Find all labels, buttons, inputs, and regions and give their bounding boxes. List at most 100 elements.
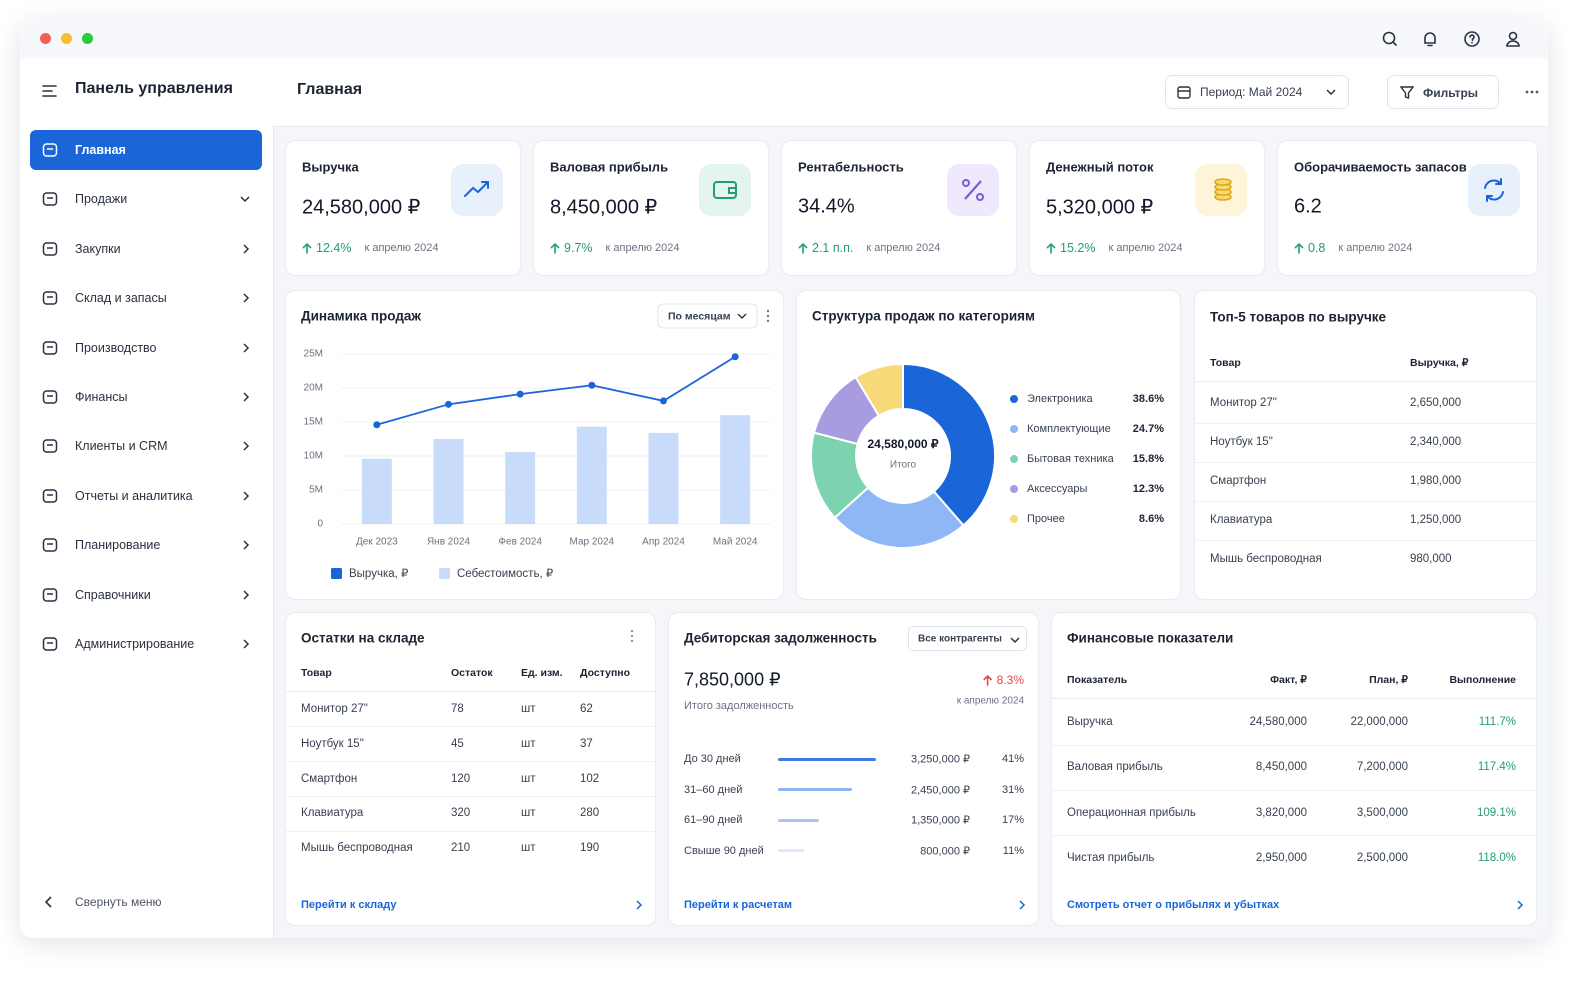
dropdown-chevron bbox=[737, 313, 747, 319]
window-close[interactable] bbox=[40, 33, 51, 44]
menu-icon bbox=[42, 390, 58, 404]
menu-item[interactable]: Производство bbox=[30, 328, 262, 368]
kpi-change: 2.1 п.п. bbox=[812, 241, 854, 255]
trend-up-icon-part bbox=[302, 242, 312, 254]
finance-card: Финансовые показатели Показатель Факт, ₽ Пл… bbox=[1051, 612, 1537, 926]
menu-item[interactable]: Планирование bbox=[30, 525, 262, 565]
more-dot bbox=[766, 309, 770, 313]
filters-button[interactable]: Фильтры bbox=[1387, 75, 1499, 109]
menu-chevron bbox=[240, 196, 250, 203]
menu-icon bbox=[42, 489, 58, 503]
collapse-icon[interactable] bbox=[44, 896, 54, 908]
menu-item[interactable]: Справочники bbox=[30, 575, 262, 615]
menu-item[interactable]: Отчеты и аналитика bbox=[30, 476, 262, 516]
bar bbox=[361, 458, 392, 524]
table-divider bbox=[1195, 381, 1536, 382]
bucket-bar bbox=[778, 818, 819, 822]
bell-icon[interactable] bbox=[1424, 32, 1436, 47]
table-cell: Операционная прибыль bbox=[1067, 806, 1196, 819]
table-cell: 320 bbox=[451, 807, 471, 820]
bar bbox=[505, 451, 536, 524]
stock-card: Остатки на складе Товар Остаток Ед. изм. Дос… bbox=[285, 612, 656, 926]
trend-up-icon bbox=[1046, 242, 1056, 254]
menu-chevron bbox=[243, 244, 250, 254]
menu-item[interactable]: Закупки bbox=[30, 229, 262, 269]
card-link[interactable]: Перейти к складу bbox=[301, 899, 397, 911]
card-link[interactable]: Перейти к расчетам bbox=[684, 899, 793, 911]
collapse-menu[interactable]: Свернуть меню bbox=[75, 895, 162, 909]
dropdown-chevron bbox=[1010, 637, 1020, 644]
y-tick-label: 10M bbox=[304, 451, 323, 462]
kpi-label: Валовая прибыль bbox=[550, 159, 669, 175]
window-minimize[interactable] bbox=[61, 33, 72, 44]
y-tick-label: 5M bbox=[309, 485, 323, 496]
kpi-compare: к апрелю 2024 bbox=[364, 242, 439, 254]
y-tick-label: 15M bbox=[304, 417, 323, 428]
window-maximize[interactable] bbox=[82, 33, 93, 44]
table-header: Выполнение bbox=[1449, 674, 1516, 686]
card-title: Остатки на складе bbox=[301, 630, 425, 646]
menu-item[interactable]: Финансы bbox=[30, 377, 262, 417]
counterparty-select[interactable]: Все контрагенты bbox=[908, 626, 1027, 651]
search-icon[interactable] bbox=[1382, 31, 1396, 45]
table-cell: Смартфон bbox=[301, 772, 358, 785]
trend-up-icon bbox=[798, 242, 808, 254]
bucket-share: 17% bbox=[1001, 814, 1024, 826]
receivables-compare: к апрелю 2024 bbox=[956, 695, 1024, 707]
menu-item[interactable]: Главная bbox=[30, 130, 262, 170]
menu-chevron bbox=[243, 441, 250, 451]
bucket-amount: 2,450,000 ₽ bbox=[911, 784, 970, 796]
bucket-share: 31% bbox=[1001, 783, 1024, 796]
bucket-share: 41% bbox=[1001, 753, 1024, 765]
menu-item[interactable]: Продажи bbox=[30, 179, 262, 219]
y-tick-label: 20M bbox=[304, 383, 323, 394]
table-header: Товар bbox=[1210, 357, 1241, 369]
menu-chevron-part bbox=[243, 343, 250, 353]
menu-item[interactable]: Склад и запасы bbox=[30, 278, 262, 318]
menu-item[interactable]: Клиенты и CRM bbox=[30, 426, 262, 466]
trend-up-icon bbox=[1294, 242, 1304, 254]
row-divider bbox=[286, 726, 655, 728]
page-title: Главная bbox=[297, 81, 363, 98]
help-icon[interactable] bbox=[1464, 31, 1480, 47]
filter-icon bbox=[1400, 86, 1414, 99]
period-select[interactable] bbox=[657, 303, 758, 329]
link-chevron-part bbox=[636, 900, 643, 910]
table-cell: 45 bbox=[451, 737, 464, 750]
more-menu[interactable] bbox=[1525, 89, 1541, 95]
trend-up-icon-part bbox=[550, 242, 560, 254]
kpi-label: Рентабельность bbox=[798, 159, 904, 175]
table-cell: 22,000,000 bbox=[1350, 716, 1408, 728]
receivables-card: Дебиторская задолженность Все контрагенты… bbox=[668, 612, 1039, 926]
trend-up-icon bbox=[983, 674, 992, 686]
link-chevron bbox=[1019, 900, 1026, 910]
table-header: Ед. изм. bbox=[521, 667, 563, 679]
bucket-share: 11% bbox=[1002, 844, 1024, 857]
kpi-icon bbox=[699, 164, 751, 216]
calendar-frame bbox=[1177, 86, 1191, 99]
table-cell: Выручка bbox=[1067, 716, 1113, 728]
menu-chevron-part bbox=[240, 196, 250, 203]
menu-chevron bbox=[243, 639, 250, 649]
sales-chart: Динамика продаж По месяцам 0 5M 10M 15M 20M 25M… bbox=[301, 303, 771, 580]
trend-up-icon-part bbox=[1046, 242, 1056, 254]
trend-up-icon bbox=[550, 242, 560, 254]
user-icon[interactable] bbox=[1508, 31, 1518, 41]
menu-icon-part bbox=[42, 242, 58, 256]
table-cell: Монитор 27" bbox=[1210, 397, 1277, 409]
menu-item[interactable]: Администрирование bbox=[30, 624, 262, 664]
menu-icon-part bbox=[42, 439, 58, 454]
kpi-value: 34.4% bbox=[798, 195, 855, 218]
line-point bbox=[731, 353, 739, 361]
menu-toggle[interactable] bbox=[42, 84, 58, 98]
table-cell: 280 bbox=[580, 807, 600, 820]
kpi-icon-glyph bbox=[1484, 178, 1504, 202]
card-link[interactable]: Смотреть отчет о прибылях и убытках bbox=[1067, 899, 1280, 911]
menu-icon bbox=[42, 587, 58, 602]
table-cell: Чистая прибыль bbox=[1067, 851, 1155, 864]
trend-up-icon bbox=[302, 242, 312, 254]
menu-label: Склад и запасы bbox=[75, 291, 167, 306]
period-select[interactable]: Период: Май 2024 bbox=[1165, 75, 1349, 109]
kpi-icon-glyph-part bbox=[976, 193, 984, 201]
